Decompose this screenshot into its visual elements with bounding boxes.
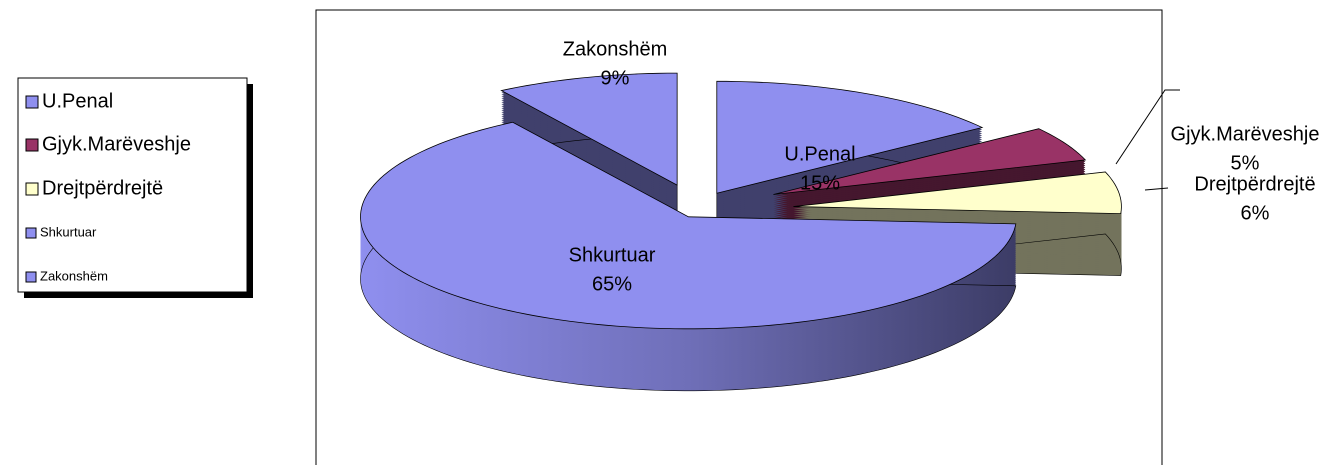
slice-label: U.Penal	[784, 143, 855, 165]
slice-label: Zakonshëm	[563, 38, 668, 60]
legend: U.Penal Gjyk.Marëveshje Drejtpërdrejtë Shku…	[25, 90, 191, 283]
pie-slice	[773, 128, 1087, 195]
slice-value-label: 15%	[800, 172, 840, 194]
legend-swatch	[25, 227, 37, 239]
slice-label: Drejtpërdrejtë	[1194, 173, 1315, 195]
legend-label: Zakonshëm	[40, 268, 108, 283]
labels: U.Penal 15% Gjyk.Marëveshje 5%Drejtpërdrejt…	[563, 38, 1320, 295]
pie-slice	[793, 171, 1122, 215]
legend-swatch	[25, 95, 39, 109]
legend-label: Drejtpërdrejtë	[42, 177, 163, 199]
legend-swatch	[25, 271, 37, 283]
plot-frame	[315, 9, 1163, 465]
legend-label: Gjyk.Marëveshje	[42, 133, 191, 155]
pie-slice	[500, 72, 678, 186]
legend-label: U.Penal	[42, 90, 113, 112]
slice-label: Shkurtuar	[569, 244, 656, 266]
pie-slice	[360, 121, 1017, 330]
slice-label: Gjyk.Marëveshje	[1171, 123, 1320, 145]
slice-value-label: 6%	[1241, 202, 1270, 224]
slice-side-edge	[793, 233, 1122, 276]
leader-line	[1144, 187, 1169, 191]
slice-value-label: 5%	[1231, 152, 1260, 174]
legend-swatch	[25, 138, 39, 152]
slice-value-label: 9%	[601, 67, 630, 89]
leader-line	[1115, 89, 1180, 165]
legend-label: Shkurtuar	[40, 224, 97, 239]
slice-value-label: 65%	[592, 273, 632, 295]
pie-slice	[716, 80, 984, 194]
legend-box	[17, 77, 248, 293]
pie	[360, 72, 1122, 392]
legend-swatch	[25, 182, 39, 196]
